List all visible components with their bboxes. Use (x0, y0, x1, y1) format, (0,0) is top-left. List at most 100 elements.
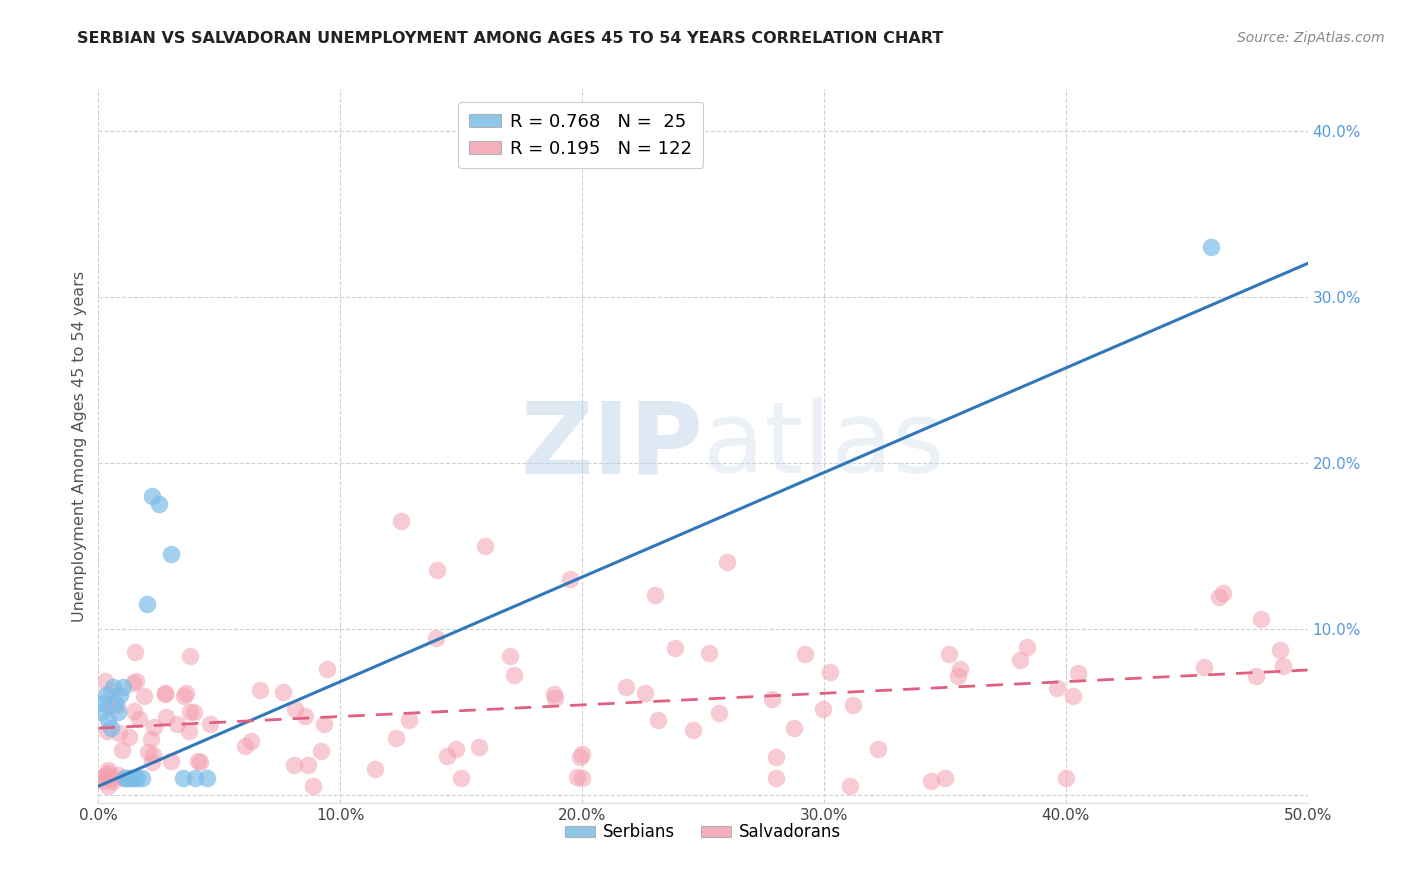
Point (474, 539, 496, 553)
Point (143, 720, 166, 734)
Point (558, 572, 581, 586)
Point (117, 771, 139, 785)
Point (716, 555, 738, 569)
Point (389, 514, 412, 528)
Point (565, 770, 588, 784)
Point (174, 686, 197, 700)
Point (184, 771, 207, 785)
Point (124, 645, 146, 659)
Point (100, 771, 122, 785)
Point (136, 745, 159, 759)
Text: ZIP: ZIP (520, 398, 703, 494)
Point (128, 712, 150, 726)
Point (125, 674, 148, 689)
Point (179, 648, 201, 663)
Point (426, 564, 449, 578)
Point (297, 758, 319, 772)
Point (118, 771, 141, 785)
Point (127, 771, 149, 785)
Point (1017, 640, 1039, 655)
Point (314, 717, 336, 731)
Point (104, 696, 127, 710)
Point (198, 716, 221, 731)
Point (94, 767, 117, 781)
Point (97, 779, 120, 793)
Point (187, 754, 209, 768)
Point (90, 705, 112, 719)
Point (97, 766, 120, 780)
Point (131, 771, 153, 785)
Point (1244, 669, 1267, 683)
Point (697, 647, 720, 661)
Point (946, 669, 969, 683)
Point (141, 756, 163, 770)
Point (122, 704, 145, 718)
Point (1250, 612, 1272, 626)
Y-axis label: Unemployment Among Ages 45 to 54 years: Unemployment Among Ages 45 to 54 years (72, 270, 87, 622)
Point (502, 668, 524, 682)
Point (142, 748, 165, 763)
Point (934, 771, 956, 785)
Point (793, 647, 815, 661)
Point (91, 696, 114, 710)
Point (135, 597, 157, 611)
Point (97, 698, 120, 713)
Point (499, 648, 522, 663)
Point (1046, 681, 1069, 695)
Point (1054, 771, 1077, 785)
Point (239, 734, 262, 748)
Point (105, 698, 128, 712)
Point (818, 665, 841, 680)
Point (155, 687, 177, 701)
Point (868, 741, 890, 756)
Point (132, 689, 155, 703)
Point (761, 692, 783, 706)
Point (172, 771, 194, 785)
Point (160, 547, 183, 561)
Point (398, 713, 420, 727)
Point (159, 754, 181, 768)
Point (920, 774, 942, 789)
Point (166, 717, 188, 731)
Point (141, 489, 163, 503)
Point (97, 763, 120, 777)
Point (425, 631, 447, 645)
Text: SERBIAN VS SALVADORAN UNEMPLOYMENT AMONG AGES 45 TO 54 YEARS CORRELATION CHART: SERBIAN VS SALVADORAN UNEMPLOYMENT AMONG… (77, 31, 943, 46)
Point (122, 676, 145, 690)
Point (813, 701, 835, 715)
Point (96, 724, 118, 739)
Point (634, 686, 657, 700)
Point (647, 713, 669, 727)
Point (139, 731, 162, 746)
Point (101, 774, 124, 789)
Point (543, 687, 565, 701)
Point (271, 685, 294, 699)
Point (664, 640, 686, 655)
Point (91, 774, 114, 789)
Point (124, 771, 146, 785)
Point (118, 730, 141, 744)
Point (111, 771, 134, 785)
Point (316, 663, 339, 677)
Point (614, 680, 637, 694)
Point (90, 771, 112, 785)
Point (707, 706, 730, 720)
Point (195, 771, 218, 785)
Point (301, 779, 323, 793)
Point (311, 744, 333, 758)
Point (450, 771, 472, 785)
Point (100, 684, 122, 698)
Point (949, 662, 972, 676)
Point (938, 647, 960, 661)
Point (1194, 659, 1216, 673)
Point (384, 731, 406, 745)
Point (283, 758, 305, 772)
Point (233, 739, 256, 753)
Point (249, 682, 271, 697)
Legend: Serbians, Salvadorans: Serbians, Salvadorans (558, 817, 848, 848)
Point (1062, 689, 1084, 703)
Point (1271, 659, 1294, 673)
Point (155, 709, 177, 723)
Point (179, 705, 201, 719)
Point (179, 724, 201, 739)
